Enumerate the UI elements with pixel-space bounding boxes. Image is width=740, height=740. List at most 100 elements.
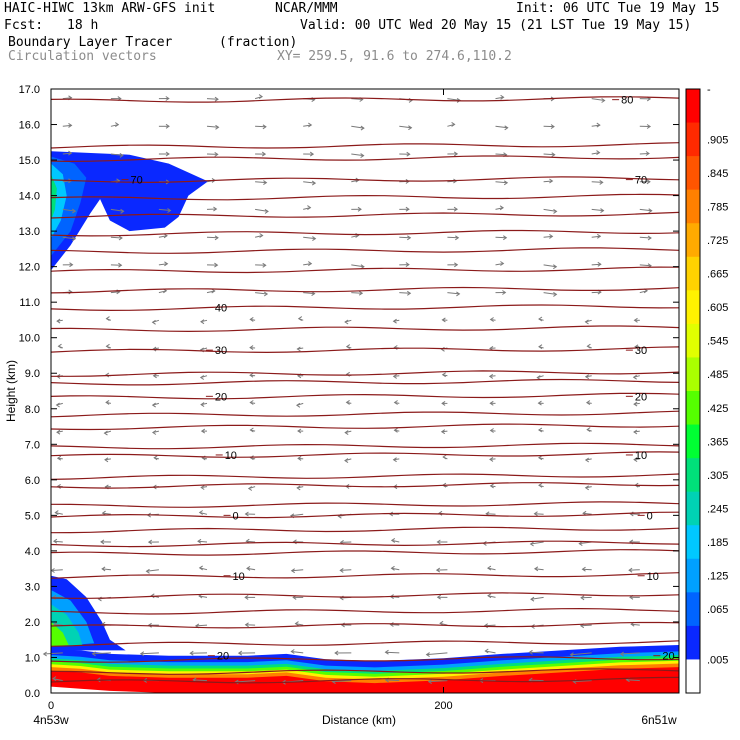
circulation-vector <box>110 153 123 156</box>
circulation-vector-head <box>104 457 109 463</box>
circulation-vector-head <box>153 455 158 461</box>
circulation-vector-head <box>405 262 410 268</box>
circulation-vector-head <box>55 402 60 408</box>
circulation-vector <box>255 292 268 295</box>
circulation-vector-head <box>390 565 395 571</box>
circulation-vector-head <box>151 430 157 435</box>
y-tick-label: 17.0 <box>19 84 40 96</box>
temperature-contour <box>50 286 680 294</box>
temperature-contour <box>50 142 680 149</box>
circulation-vector <box>246 567 256 571</box>
circulation-vector-head <box>528 649 533 655</box>
circulation-vector-head <box>72 208 77 214</box>
colorbar-swatch <box>686 558 700 593</box>
circulation-vector-head <box>91 651 96 657</box>
contour-label: 20 <box>635 391 647 403</box>
temperature-contour <box>50 193 680 201</box>
circulation-vector <box>52 678 63 682</box>
circulation-vector <box>290 513 304 517</box>
circulation-vector <box>486 513 496 515</box>
model-title: HAIC-HIWC 13km ARW-GFS init <box>4 1 216 16</box>
circulation-vector-head <box>455 235 460 241</box>
colorbar-label: .545 <box>707 336 728 348</box>
y-tick-label: 11.0 <box>19 297 40 309</box>
circulation-vector-head <box>115 122 120 128</box>
circulation-vector <box>255 181 267 184</box>
forecast-label: Fcst: <box>4 18 44 33</box>
temperature-contour <box>50 247 680 254</box>
circulation-vector-head <box>633 317 638 323</box>
colorbar-swatch <box>686 458 700 493</box>
circulation-vector-head <box>438 510 443 516</box>
circulation-vector-head <box>453 151 459 157</box>
circulation-vector-head <box>290 649 295 654</box>
temperature-contour <box>50 501 680 508</box>
circulation-vector-head <box>167 208 172 213</box>
circulation-vector <box>626 679 640 682</box>
circulation-vector <box>543 235 553 238</box>
circulation-vector-head <box>441 317 446 323</box>
circulation-vector <box>485 650 496 654</box>
circulation-vector-head <box>408 125 413 131</box>
circulation-vector-head <box>334 650 339 656</box>
temperature-contour <box>50 96 680 103</box>
circulation-vector-head <box>244 594 249 600</box>
circulation-vector <box>62 124 72 127</box>
valid-time: Valid: 00 UTC Wed 20 May 15 (21 LST Tue … <box>300 18 692 33</box>
circulation-vector <box>399 125 412 129</box>
circulation-vector-head <box>389 622 394 627</box>
temperature-contour <box>50 442 680 450</box>
circulation-vector-head <box>407 290 412 296</box>
circulation-vector-head <box>503 235 508 241</box>
circulation-vector <box>62 208 76 212</box>
circulation-vector-head <box>344 458 349 464</box>
circulation-vector-head <box>569 652 574 658</box>
circulation-vector <box>62 236 76 240</box>
circulation-vector-head <box>597 233 602 239</box>
circulation-vector-head <box>262 124 267 130</box>
colorbar-swatch <box>686 323 700 358</box>
colorbar-swatch <box>686 223 700 258</box>
temperature-contour <box>50 378 680 386</box>
circulation-vector-head <box>246 565 251 571</box>
colorbar-swatch <box>686 491 700 526</box>
circulation-vector <box>529 651 544 654</box>
circulation-vector <box>495 125 508 129</box>
circulation-vector-head <box>105 399 110 405</box>
colorbar-label: .065 <box>707 604 728 616</box>
temperature-contour <box>50 304 680 312</box>
circulation-vector <box>158 235 168 238</box>
circulation-vector-head <box>68 122 73 128</box>
circulation-vector-head <box>197 538 202 544</box>
circulation-vector <box>206 125 219 128</box>
circulation-vector-head <box>441 400 446 406</box>
circulation-vector <box>193 679 208 682</box>
circulation-vector <box>495 236 507 239</box>
circulation-vector-head <box>262 262 267 268</box>
circulation-vector <box>140 652 159 655</box>
colorbar-frame <box>685 88 701 694</box>
contour-label: 80 <box>621 95 633 107</box>
circulation-vector-head <box>290 568 295 574</box>
circulation-vector-head <box>407 235 412 241</box>
circulation-vector-head <box>54 510 59 516</box>
circulation-vector <box>495 96 504 100</box>
circulation-vector-head <box>633 457 638 463</box>
circulation-vector-head <box>440 429 446 435</box>
circulation-vector-head <box>151 319 156 325</box>
circulation-vector-head <box>189 650 194 656</box>
circulation-vector <box>295 623 304 626</box>
circulation-vector-head <box>261 151 267 157</box>
circulation-vector <box>158 208 171 211</box>
circulation-vector-head <box>199 375 205 380</box>
circulation-vector-head <box>214 151 219 157</box>
circulation-vector <box>51 569 63 571</box>
y-tick-label: 10.0 <box>19 333 40 345</box>
contour-label: 30 <box>635 345 647 357</box>
circulation-vector-head <box>585 400 591 406</box>
circulation-vector <box>62 97 72 100</box>
lower-left-plume <box>51 621 69 647</box>
circulation-vector <box>543 153 555 156</box>
circulation-vector <box>639 208 652 212</box>
contour-label: 10 <box>647 571 659 583</box>
